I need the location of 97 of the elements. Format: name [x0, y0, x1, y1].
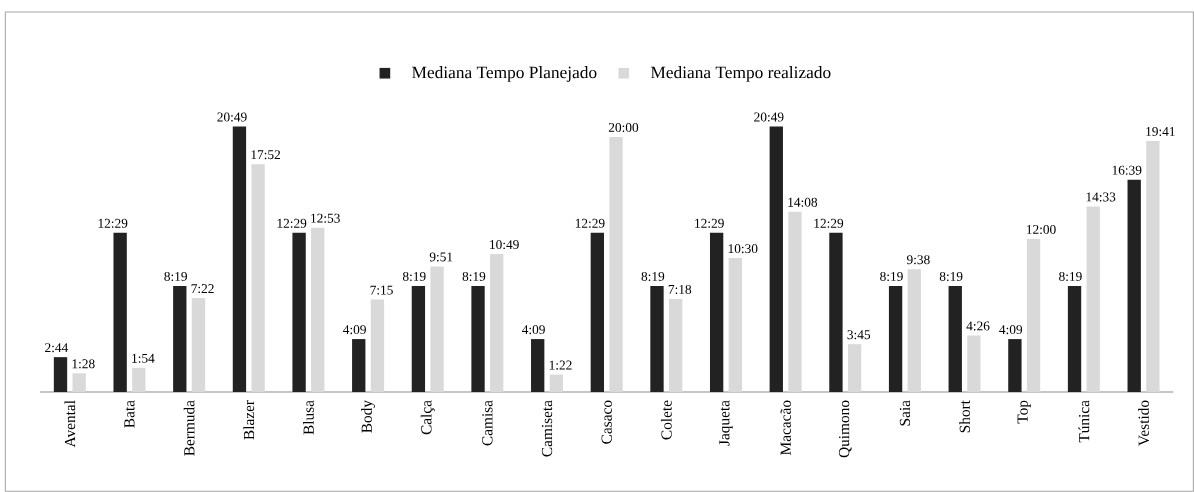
data-label: 10:30: [728, 244, 758, 254]
data-label: 1:22: [549, 360, 572, 370]
data-label: 16:39: [1112, 165, 1142, 175]
data-label: 8:19: [641, 271, 665, 281]
x-tick-label: Colete: [660, 400, 672, 440]
data-label: 4:09: [343, 325, 366, 335]
bar: [728, 258, 742, 392]
x-tick-label: Bermuda: [183, 400, 195, 456]
data-label: 9:51: [429, 252, 453, 262]
bar: [1146, 140, 1160, 392]
data-label: 14:08: [788, 197, 818, 207]
data-label: 1:28: [72, 359, 95, 369]
data-label: 8:19: [462, 271, 486, 281]
bar: [769, 126, 783, 392]
bar: [191, 298, 206, 392]
bar: [788, 211, 802, 392]
bar: [292, 232, 306, 392]
data-label: 10:49: [490, 240, 519, 250]
bar: [549, 374, 564, 392]
bar: [847, 344, 862, 392]
bar: [948, 285, 962, 392]
bar: [609, 136, 623, 392]
bar: [251, 164, 265, 392]
x-tick-label: Bata: [124, 400, 135, 428]
bar: [829, 232, 843, 392]
bar: [72, 373, 86, 392]
data-label: 8:19: [880, 271, 903, 281]
bar: [232, 126, 247, 392]
x-tick-label: Calça: [420, 400, 435, 435]
bar: [1067, 285, 1082, 392]
data-label: 8:19: [164, 271, 187, 281]
data-label: 4:09: [999, 325, 1023, 335]
data-label: 4:26: [966, 321, 990, 331]
data-label: 12:29: [277, 218, 307, 228]
bar: [471, 285, 485, 392]
bar: [132, 367, 146, 392]
x-tick-label: Blazer: [243, 400, 255, 440]
x-tick-label: Macacão: [780, 400, 791, 455]
x-tick-label: Top: [1017, 400, 1031, 424]
bar: [531, 339, 545, 392]
x-tick-label: Túnica: [1078, 400, 1090, 443]
x-tick-label: Blusa: [303, 400, 314, 435]
x-tick-label: Casaco: [601, 400, 612, 444]
bar: [1086, 206, 1100, 392]
x-tick-label: Camisa: [482, 400, 493, 446]
bar: [311, 227, 325, 392]
x-tick-label: Jaqueta: [719, 400, 733, 446]
data-label: 8:19: [939, 271, 963, 281]
data-label: 9:38: [906, 255, 930, 265]
bar: [352, 339, 366, 392]
bar: [650, 285, 664, 392]
data-label: 4:09: [521, 325, 545, 335]
x-tick-label: Quimono: [838, 400, 852, 458]
bar: [113, 232, 127, 392]
x-tick-label: Short: [959, 400, 970, 433]
x-tick-label: Body: [361, 400, 376, 433]
legend-label: Mediana Tempo realizado: [650, 66, 831, 82]
bar: [430, 266, 444, 392]
bar: [1008, 339, 1022, 392]
legend-label: Mediana Tempo Planejado: [412, 66, 597, 82]
bar: [709, 232, 724, 392]
data-label: 17:52: [251, 150, 281, 160]
bar: [967, 335, 981, 392]
data-label: 7:18: [668, 284, 692, 294]
bar: [1127, 179, 1141, 392]
bar: [668, 298, 683, 392]
data-label: 20:49: [217, 112, 247, 122]
data-label: 20:00: [608, 122, 639, 132]
data-label: 7:15: [370, 285, 393, 295]
data-label: 12:53: [311, 213, 340, 223]
bar: [411, 285, 426, 392]
data-label: 20:49: [754, 112, 784, 122]
bar: [173, 285, 187, 392]
data-label: 12:29: [575, 218, 605, 228]
data-label: 12:29: [695, 218, 724, 228]
data-label: 12:29: [814, 218, 844, 228]
data-label: 8:19: [402, 271, 426, 281]
x-tick-label: Camiseta: [541, 400, 553, 457]
bar: [590, 232, 605, 392]
bar: [53, 357, 68, 392]
data-label: 12:00: [1027, 224, 1056, 235]
data-label: 12:29: [98, 218, 128, 228]
data-label: 14:33: [1086, 192, 1116, 202]
data-label: 7:22: [191, 284, 214, 294]
bar: [888, 285, 903, 392]
x-tick-label: Vestido: [1138, 400, 1149, 446]
x-tick-label: Avental: [64, 400, 76, 448]
bar: [490, 254, 504, 392]
data-label: 2:44: [45, 343, 69, 353]
data-label: 8:19: [1059, 271, 1082, 281]
data-label: 3:45: [847, 330, 871, 340]
data-label: 19:41: [1146, 127, 1175, 137]
bar: [370, 299, 385, 392]
data-label: 1:54: [132, 353, 155, 363]
bar: [1026, 238, 1041, 392]
bar: [907, 269, 921, 392]
x-tick-label: Saia: [899, 400, 911, 426]
